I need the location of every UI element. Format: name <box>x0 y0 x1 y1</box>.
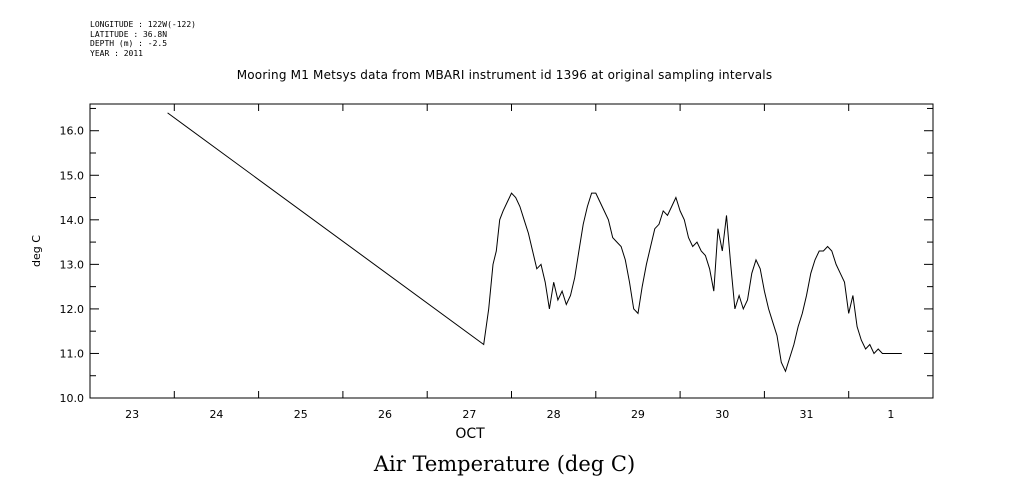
latitude-label: LATITUDE : 36.8N <box>90 29 168 39</box>
y-tick-label: 14.0 <box>60 214 85 227</box>
x-tick-label: 29 <box>631 408 645 421</box>
y-axis-label: deg C <box>30 235 43 267</box>
y-tick-label: 12.0 <box>60 303 85 316</box>
x-axis-label: OCT <box>455 426 485 442</box>
y-tick-label: 13.0 <box>60 258 85 271</box>
x-tick-label: 25 <box>294 408 308 421</box>
y-tick-label: 10.0 <box>60 392 85 405</box>
x-tick-label: 27 <box>462 408 476 421</box>
x-tick-label: 30 <box>715 408 729 421</box>
depth-label: DEPTH (m) : -2.5 <box>90 39 168 48</box>
x-tick-label: 24 <box>209 408 223 421</box>
series-line <box>167 112 902 373</box>
metadata-block: LONGITUDE : 122W(-122) LATITUDE : 36.8N … <box>90 20 196 58</box>
x-tick-label: 26 <box>378 408 392 421</box>
y-tick-label: 11.0 <box>60 347 85 360</box>
x-tick-label: 23 <box>125 408 139 421</box>
variable-title: Air Temperature (deg C) <box>373 452 636 476</box>
x-tick-label: 1 <box>887 408 894 421</box>
y-tick-label: 16.0 <box>60 125 85 138</box>
x-tick-label: 28 <box>547 408 561 421</box>
year-label: YEAR : 2011 <box>90 48 143 58</box>
axis-tick-labels: 23 24 25 26 27 28 29 30 31 1 10.0 11.0 12.0 13.0 14.0 1… <box>60 125 895 421</box>
y-tick-label: 15.0 <box>60 169 85 182</box>
axis-ticks <box>89 104 934 399</box>
chart-title: Mooring M1 Metsys data from MBARI instru… <box>236 68 773 82</box>
x-tick-label: 31 <box>800 408 814 421</box>
longitude-label: LONGITUDE : 122W(-122) <box>90 20 196 29</box>
